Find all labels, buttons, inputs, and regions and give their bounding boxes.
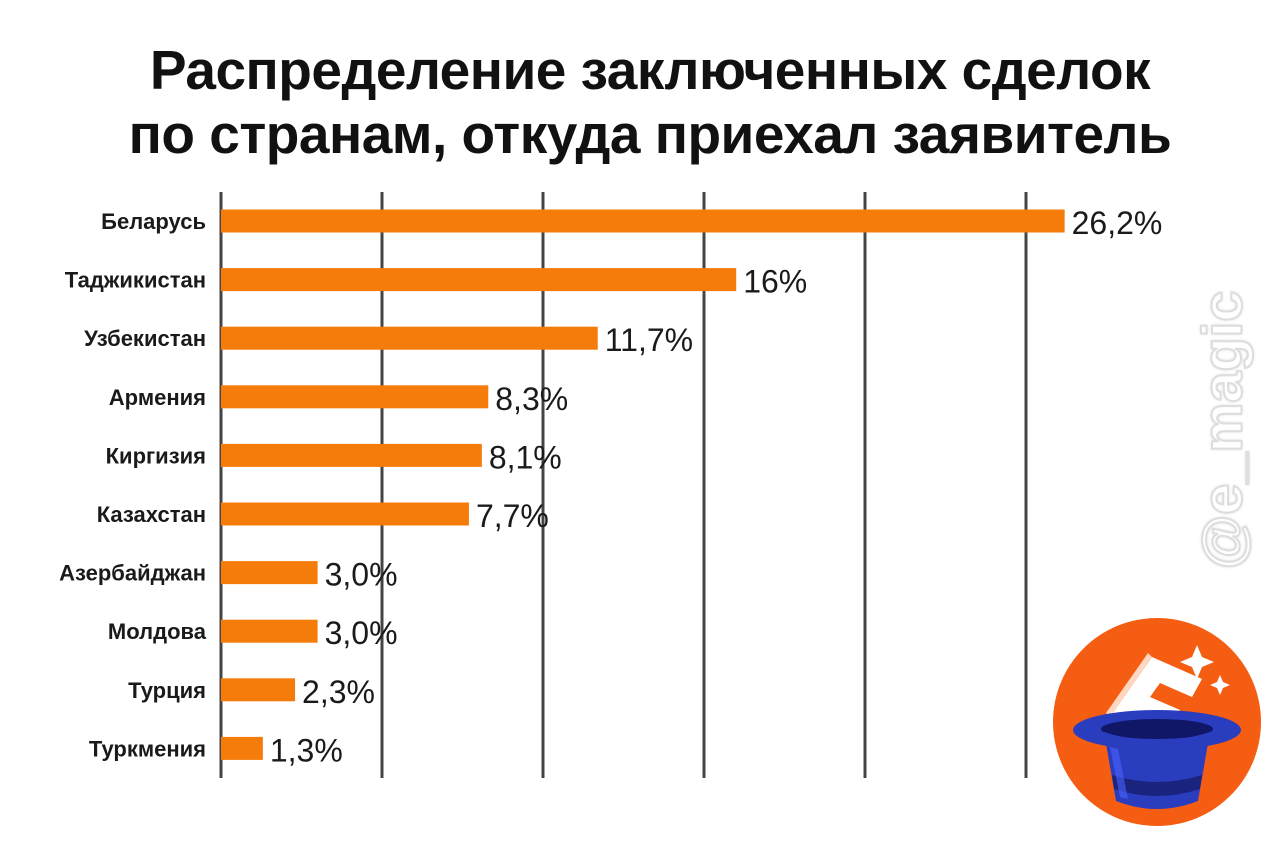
- data-label: 3,0%: [325, 557, 398, 593]
- bar: [221, 326, 598, 350]
- bar: [221, 268, 737, 292]
- chart-title-line-1: Распределение заключенных сделок: [149, 39, 1151, 101]
- category-label: Узбекистан: [84, 326, 206, 351]
- bar: [221, 561, 318, 585]
- data-label: 16%: [743, 264, 807, 300]
- e-magic-hat-logo-icon: [1053, 618, 1261, 826]
- data-label: 26,2%: [1072, 205, 1163, 241]
- bar: [221, 209, 1065, 233]
- category-label: Таджикистан: [65, 268, 206, 293]
- chart-title-line-2: по странам, откуда приехал заявитель: [128, 103, 1172, 165]
- data-label: 8,3%: [495, 381, 568, 417]
- data-label: 3,0%: [325, 615, 398, 651]
- bar: [221, 619, 318, 643]
- data-label: 8,1%: [489, 439, 562, 475]
- bar: [221, 385, 489, 409]
- bar: [221, 678, 296, 702]
- bar: [221, 736, 263, 760]
- data-label: 11,7%: [605, 322, 693, 358]
- category-label: Беларусь: [101, 209, 206, 234]
- data-label: 7,7%: [476, 498, 549, 534]
- category-label: Туркмения: [89, 736, 206, 761]
- data-label: 2,3%: [302, 674, 375, 710]
- bar: [221, 443, 482, 467]
- category-label: Казахстан: [97, 502, 206, 527]
- category-label: Армения: [109, 385, 206, 410]
- category-label: Азербайджан: [59, 561, 206, 586]
- chart-title: Распределение заключенных сделок по стра…: [0, 38, 1280, 166]
- data-label: 1,3%: [270, 732, 343, 768]
- category-label: Киргизия: [106, 443, 206, 468]
- watermark-text: @e_magic: [1190, 290, 1255, 571]
- category-label: Турция: [128, 678, 206, 703]
- bar: [221, 502, 469, 526]
- category-label: Молдова: [108, 619, 207, 644]
